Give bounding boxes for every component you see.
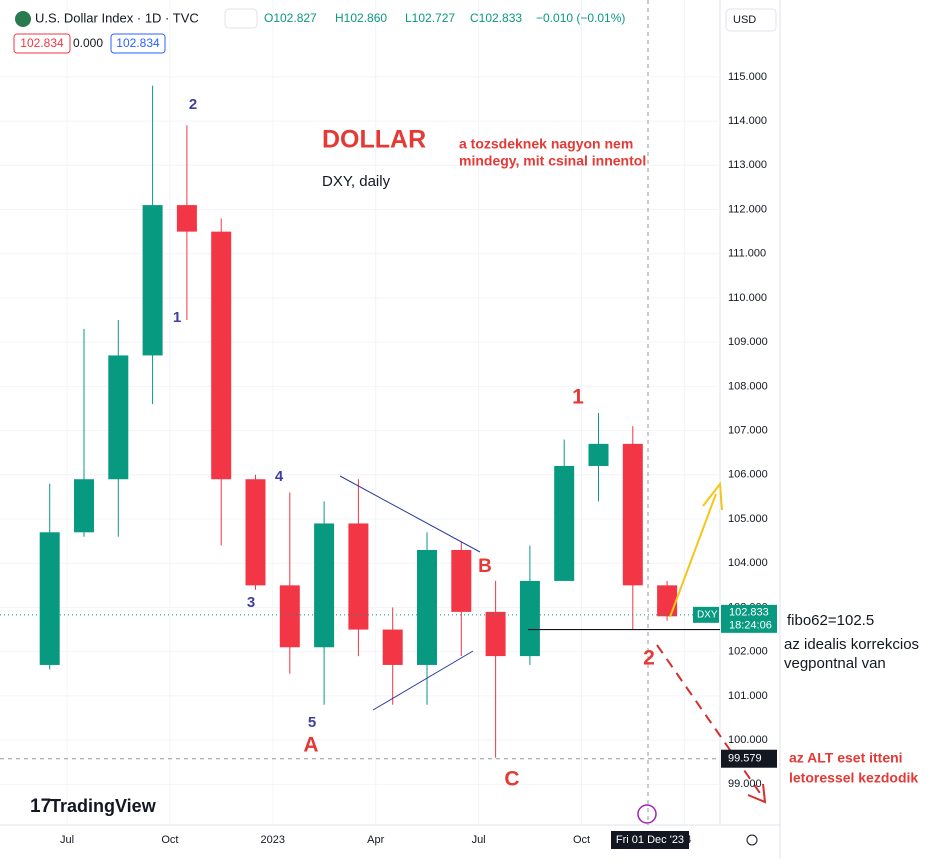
triangle-line: [339, 475, 481, 553]
ohlc-value: O102.827: [264, 11, 317, 25]
y-tick-label: 104.000: [728, 557, 768, 569]
headline: DOLLAR: [322, 126, 426, 154]
subtitle: DXY, daily: [322, 173, 391, 190]
crosshair-label: Fri 01 Dec '23: [616, 834, 684, 846]
y-tick-label: 106.000: [728, 469, 768, 481]
ohlc-value: C102.833: [470, 11, 522, 25]
candle-body: [417, 549, 437, 665]
low-label: 99.579: [728, 753, 762, 765]
y-tick-label: 100.000: [728, 734, 768, 746]
fibo-label: fibo62=102.5: [787, 612, 874, 629]
candle-body: [657, 585, 678, 617]
candle-body: [211, 231, 232, 480]
candle-body: [519, 580, 540, 657]
candle-body: [588, 443, 609, 466]
y-tick-label: 99.000: [728, 778, 762, 790]
y-tick-label: 114.000: [728, 115, 767, 127]
candle-body: [485, 611, 506, 657]
brand: TradingView: [50, 796, 157, 816]
wave-label: 4: [275, 468, 284, 485]
crosshair-tag: [611, 831, 689, 849]
currency-select[interactable]: [725, 8, 777, 32]
y-tick-label: 110.000: [728, 292, 767, 304]
symbol-tag-text: DXY: [697, 609, 718, 620]
candle-body: [348, 523, 369, 630]
down-arrow: [656, 644, 763, 797]
y-tick-label: 112.000: [728, 203, 767, 215]
ohlc-value: −0.010 (−0.01%): [536, 11, 625, 25]
y-tick-label: 109.000: [728, 336, 768, 348]
candle-body: [245, 479, 266, 586]
triangle-line: [372, 650, 474, 711]
candle-body: [314, 523, 335, 648]
bid: 102.834: [20, 36, 64, 50]
symbol-tag: [693, 606, 719, 623]
events-icon[interactable]: [637, 804, 657, 824]
note: mindegy, mit csinal innentol: [459, 153, 646, 169]
spread: 0.000: [73, 36, 103, 50]
price-tag: [721, 604, 777, 633]
ask-box: [110, 33, 166, 54]
candle-body: [554, 465, 575, 581]
logo-mark: 17: [30, 796, 51, 817]
candle-body: [142, 205, 163, 356]
y-tick-label: 105.000: [728, 513, 768, 525]
ask: 102.834: [116, 36, 160, 50]
low-label-box: [721, 749, 777, 768]
candle-body: [451, 549, 472, 612]
symbol-title: U.S. Dollar Index · 1D · TVC: [35, 10, 199, 25]
fibo-note: az idealis korrekcios: [784, 636, 919, 653]
wave-label: C: [504, 768, 519, 791]
currency: USD: [733, 14, 756, 26]
y-tick-label: 108.000: [728, 380, 768, 392]
wave-label: 3: [247, 594, 255, 611]
x-tick-label: 2023: [261, 834, 285, 846]
x-tick-label: Oct: [161, 834, 178, 846]
wave-label: A: [303, 734, 318, 757]
wave-label: 2: [643, 647, 655, 670]
candle-body: [74, 479, 94, 533]
note: a tozsdeknek nagyon nem: [459, 136, 633, 152]
wave-label: 2: [189, 96, 197, 113]
candle-body: [39, 532, 60, 665]
up-arrow-head: [702, 481, 723, 511]
candle-body: [176, 205, 197, 232]
wave-label: B: [478, 556, 492, 577]
candle-body: [382, 629, 403, 665]
ohlc-value: H102.860: [335, 11, 387, 25]
alt-note: az ALT eset itteni: [789, 750, 903, 766]
indicator-toggle[interactable]: [224, 8, 258, 29]
alt-note: letoressel kezdodik: [789, 770, 918, 786]
x-tick-label: Jul: [60, 834, 74, 846]
wave-label: 1: [572, 386, 584, 409]
up-arrow: [669, 493, 717, 618]
symbol-icon: [15, 11, 31, 27]
y-tick-label: 115.000: [728, 71, 767, 83]
wave-label: 5: [308, 714, 316, 731]
x-tick-label: Jul: [472, 834, 486, 846]
x-tick-label: Oct: [573, 834, 590, 846]
candle-body: [108, 355, 129, 480]
y-tick-label: 107.000: [728, 425, 768, 437]
x-tick-label: Apr: [367, 834, 384, 846]
y-tick-label: 101.000: [728, 690, 768, 702]
fibo-note: vegpontnal van: [784, 655, 886, 672]
price-label: 102.833: [729, 607, 769, 619]
candle-body: [622, 443, 643, 586]
ohlc-value: L102.727: [405, 11, 455, 25]
y-tick-label: 111.000: [728, 248, 766, 260]
y-tick-label: 113.000: [728, 159, 767, 171]
wave-label: 1: [173, 309, 181, 326]
countdown: 18:24:06: [729, 620, 772, 632]
settings-icon[interactable]: [746, 834, 758, 846]
candle-body: [279, 585, 300, 648]
bid-box: [13, 33, 71, 54]
y-tick-label: 102.000: [728, 646, 768, 658]
down-arrow-head: [747, 783, 767, 804]
